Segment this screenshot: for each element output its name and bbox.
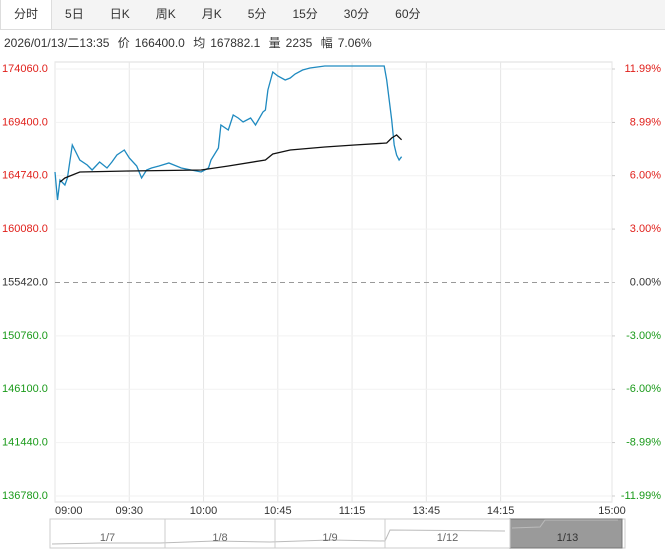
- tab-bar: 分时 5日 日K 周K 月K 5分 15分 30分 60分: [0, 0, 665, 30]
- x-tick-label: 13:45: [413, 505, 441, 517]
- tab[interactable]: 60分: [395, 7, 421, 21]
- navigator-label: 1/13: [557, 532, 578, 544]
- info-label: 幅: [320, 36, 333, 50]
- info-value: 2235: [285, 36, 313, 50]
- tab[interactable]: 30分: [343, 7, 370, 21]
- y-tick-label: 174060.0: [2, 63, 48, 75]
- tab[interactable]: 15分: [292, 7, 318, 21]
- tab[interactable]: 5分: [247, 7, 267, 21]
- info-label: 价: [117, 36, 130, 50]
- tab[interactable]: 分时: [0, 0, 53, 29]
- y-tick-label: 169400.0: [2, 116, 48, 128]
- x-tick-label: 09:30: [116, 505, 144, 517]
- navigator-label: 1/7: [100, 532, 115, 544]
- tab[interactable]: 日K: [109, 7, 130, 21]
- info-label: 量: [268, 36, 281, 50]
- tab[interactable]: 5日: [65, 7, 84, 21]
- navigator-mini: [51, 519, 618, 545]
- info-value: 7.06%: [337, 36, 372, 50]
- y-tick-label: 164740.0: [2, 170, 48, 182]
- tab[interactable]: 月K: [201, 7, 222, 21]
- y-tick-label: 155420.0: [2, 276, 48, 288]
- y-tick-label: 136780.0: [2, 490, 48, 502]
- y2-tick-label: -8.99%: [626, 436, 661, 448]
- y2-tick-label: 8.99%: [630, 116, 661, 128]
- x-tick-label: 15:00: [598, 505, 626, 517]
- y-tick-label: 146100.0: [2, 383, 48, 395]
- y-tick-label: 160080.0: [2, 223, 48, 235]
- x-tick-label: 11:15: [339, 505, 366, 517]
- y-tick-label: 150760.0: [2, 330, 48, 342]
- y2-tick-label: -3.00%: [626, 330, 661, 342]
- y-tick-label: 141440.0: [2, 437, 48, 449]
- info-label: 均: [193, 36, 206, 50]
- x-tick-label: 09:00: [55, 505, 83, 517]
- navigator-window: [509, 518, 623, 549]
- y2-tick-label: -6.00%: [626, 383, 661, 395]
- navigator-label: 1/8: [212, 532, 227, 544]
- info-value: 167882.1: [210, 36, 261, 50]
- navigator-label: 1/12: [437, 532, 458, 544]
- y2-tick-label: 11.99%: [625, 63, 662, 75]
- x-tick-label: 14:15: [487, 505, 515, 517]
- navigator-label: 1/9: [322, 532, 337, 544]
- y2-tick-label: 3.00%: [630, 223, 661, 235]
- y2-tick-label: -11.99%: [621, 490, 661, 502]
- x-tick-label: 10:00: [190, 505, 218, 517]
- x-tick-label: 10:45: [264, 505, 292, 517]
- price-line: [54, 65, 403, 201]
- info-time: 2026/01/13/二13:35: [4, 36, 110, 50]
- price-line: [59, 134, 403, 183]
- y2-tick-label: 6.00%: [630, 170, 661, 182]
- y2-tick-label: 0.00%: [630, 276, 661, 288]
- tab[interactable]: 周K: [155, 7, 176, 21]
- info-value: 166400.0: [134, 36, 185, 50]
